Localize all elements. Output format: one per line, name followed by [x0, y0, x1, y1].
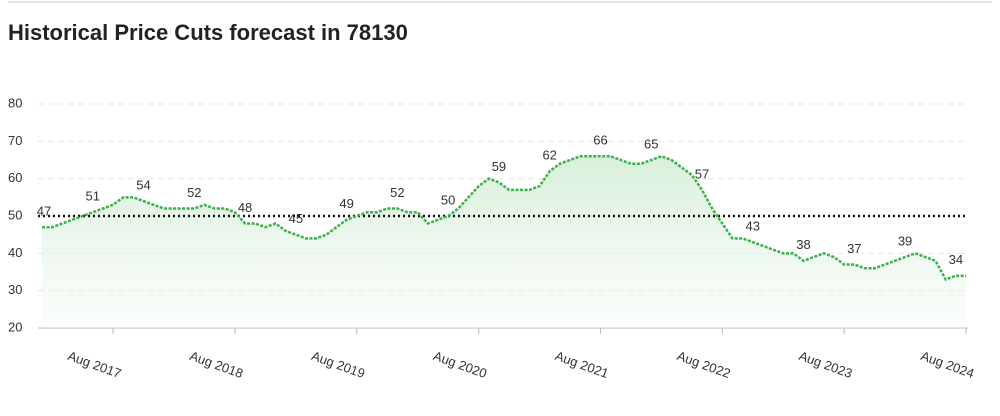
y-tick-label: 30 — [8, 282, 22, 297]
data-label: 65 — [644, 136, 658, 151]
data-label: 49 — [339, 196, 353, 211]
line — [42, 154, 966, 282]
data-label: 47 — [37, 204, 51, 219]
data-label: 37 — [847, 241, 861, 256]
data-label: 43 — [746, 219, 760, 234]
area — [42, 156, 966, 328]
x-tick-label: Aug 2017 — [66, 348, 123, 381]
data-label: 54 — [136, 178, 150, 193]
chart-title: Historical Price Cuts forecast in 78130 — [8, 20, 408, 45]
x-tick-label: Aug 2019 — [310, 348, 367, 381]
data-label: 51 — [86, 189, 100, 204]
data-label: 66 — [593, 133, 607, 148]
y-tick-label: 80 — [8, 95, 22, 110]
y-tick-label: 20 — [8, 319, 22, 334]
data-label: 59 — [492, 159, 506, 174]
data-label: 62 — [542, 148, 556, 163]
data-label: 38 — [796, 237, 810, 252]
data-label: 48 — [238, 200, 252, 215]
x-tick-label: Aug 2020 — [431, 348, 488, 381]
x-tick-label: Aug 2024 — [919, 348, 976, 381]
y-tick-label: 50 — [8, 207, 22, 222]
x-tick-label: Aug 2022 — [675, 348, 732, 381]
y-tick-label: 60 — [8, 170, 22, 185]
data-label: 39 — [898, 234, 912, 249]
data-label: 57 — [695, 166, 709, 181]
y-tick-label: 40 — [8, 245, 22, 260]
x-tick-label: Aug 2023 — [797, 348, 854, 381]
data-label: 45 — [289, 211, 303, 226]
y-tick-label: 70 — [8, 133, 22, 148]
data-label: 34 — [949, 252, 963, 267]
data-label: 52 — [187, 185, 201, 200]
x-tick-label: Aug 2021 — [553, 348, 610, 381]
data-label: 52 — [390, 185, 404, 200]
data-label: 50 — [441, 192, 455, 207]
x-tick-label: Aug 2018 — [188, 348, 245, 381]
